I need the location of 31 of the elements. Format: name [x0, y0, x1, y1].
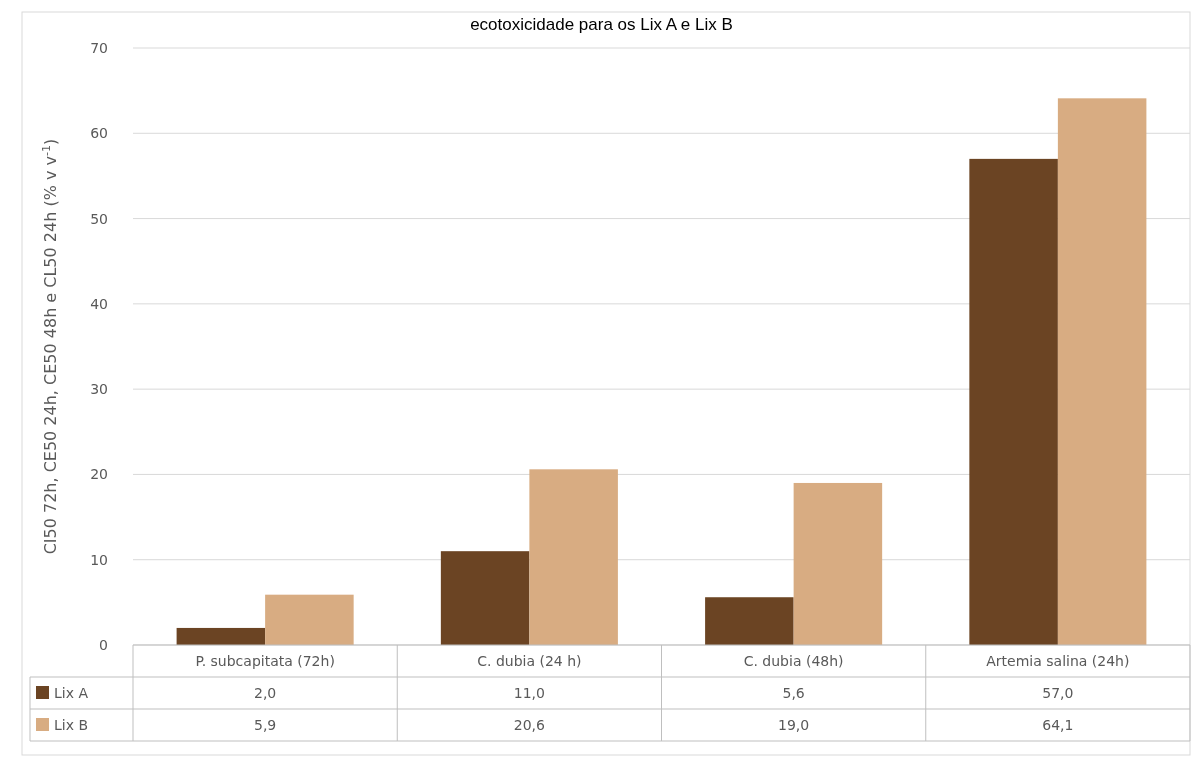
data-label: 20,6	[513, 717, 546, 733]
y-tick-label: 30	[90, 381, 108, 398]
legend-label: Lix B	[54, 717, 89, 733]
y-tick-label: 10	[90, 551, 108, 568]
bar	[176, 627, 266, 645]
y-tick-label: 40	[90, 295, 108, 312]
x-tick-label: Artemia salina (24h)	[986, 653, 1130, 669]
y-tick-label: 60	[90, 125, 108, 142]
data-label: 2,0	[253, 685, 277, 701]
chart-title: ecotoxicidade para os Lix A e Lix B	[470, 15, 733, 34]
y-tick-label: 50	[90, 210, 108, 227]
bar	[793, 482, 883, 645]
bar	[265, 594, 354, 645]
bar	[529, 469, 618, 645]
bar	[440, 551, 530, 645]
y-tick-label: 20	[90, 466, 108, 483]
x-tick-label: C. dubia (48h)	[743, 653, 844, 669]
y-tick-label: 0	[99, 637, 108, 653]
y-tick-label: 70	[90, 40, 108, 56]
bar	[705, 597, 794, 645]
data-label: 19,0	[778, 717, 810, 733]
data-label: 64,1	[1042, 717, 1074, 733]
bar	[969, 158, 1058, 645]
legend-label: Lix A	[54, 685, 89, 701]
data-label: 57,0	[1042, 685, 1074, 701]
bar	[1057, 98, 1147, 645]
x-tick-label: P. subcapitata (72h)	[195, 653, 335, 669]
data-label: 5,6	[782, 685, 805, 701]
x-tick-label: C. dubia (24 h)	[477, 653, 582, 669]
data-label: 11,0	[513, 685, 545, 701]
data-label: 5,9	[253, 717, 277, 733]
